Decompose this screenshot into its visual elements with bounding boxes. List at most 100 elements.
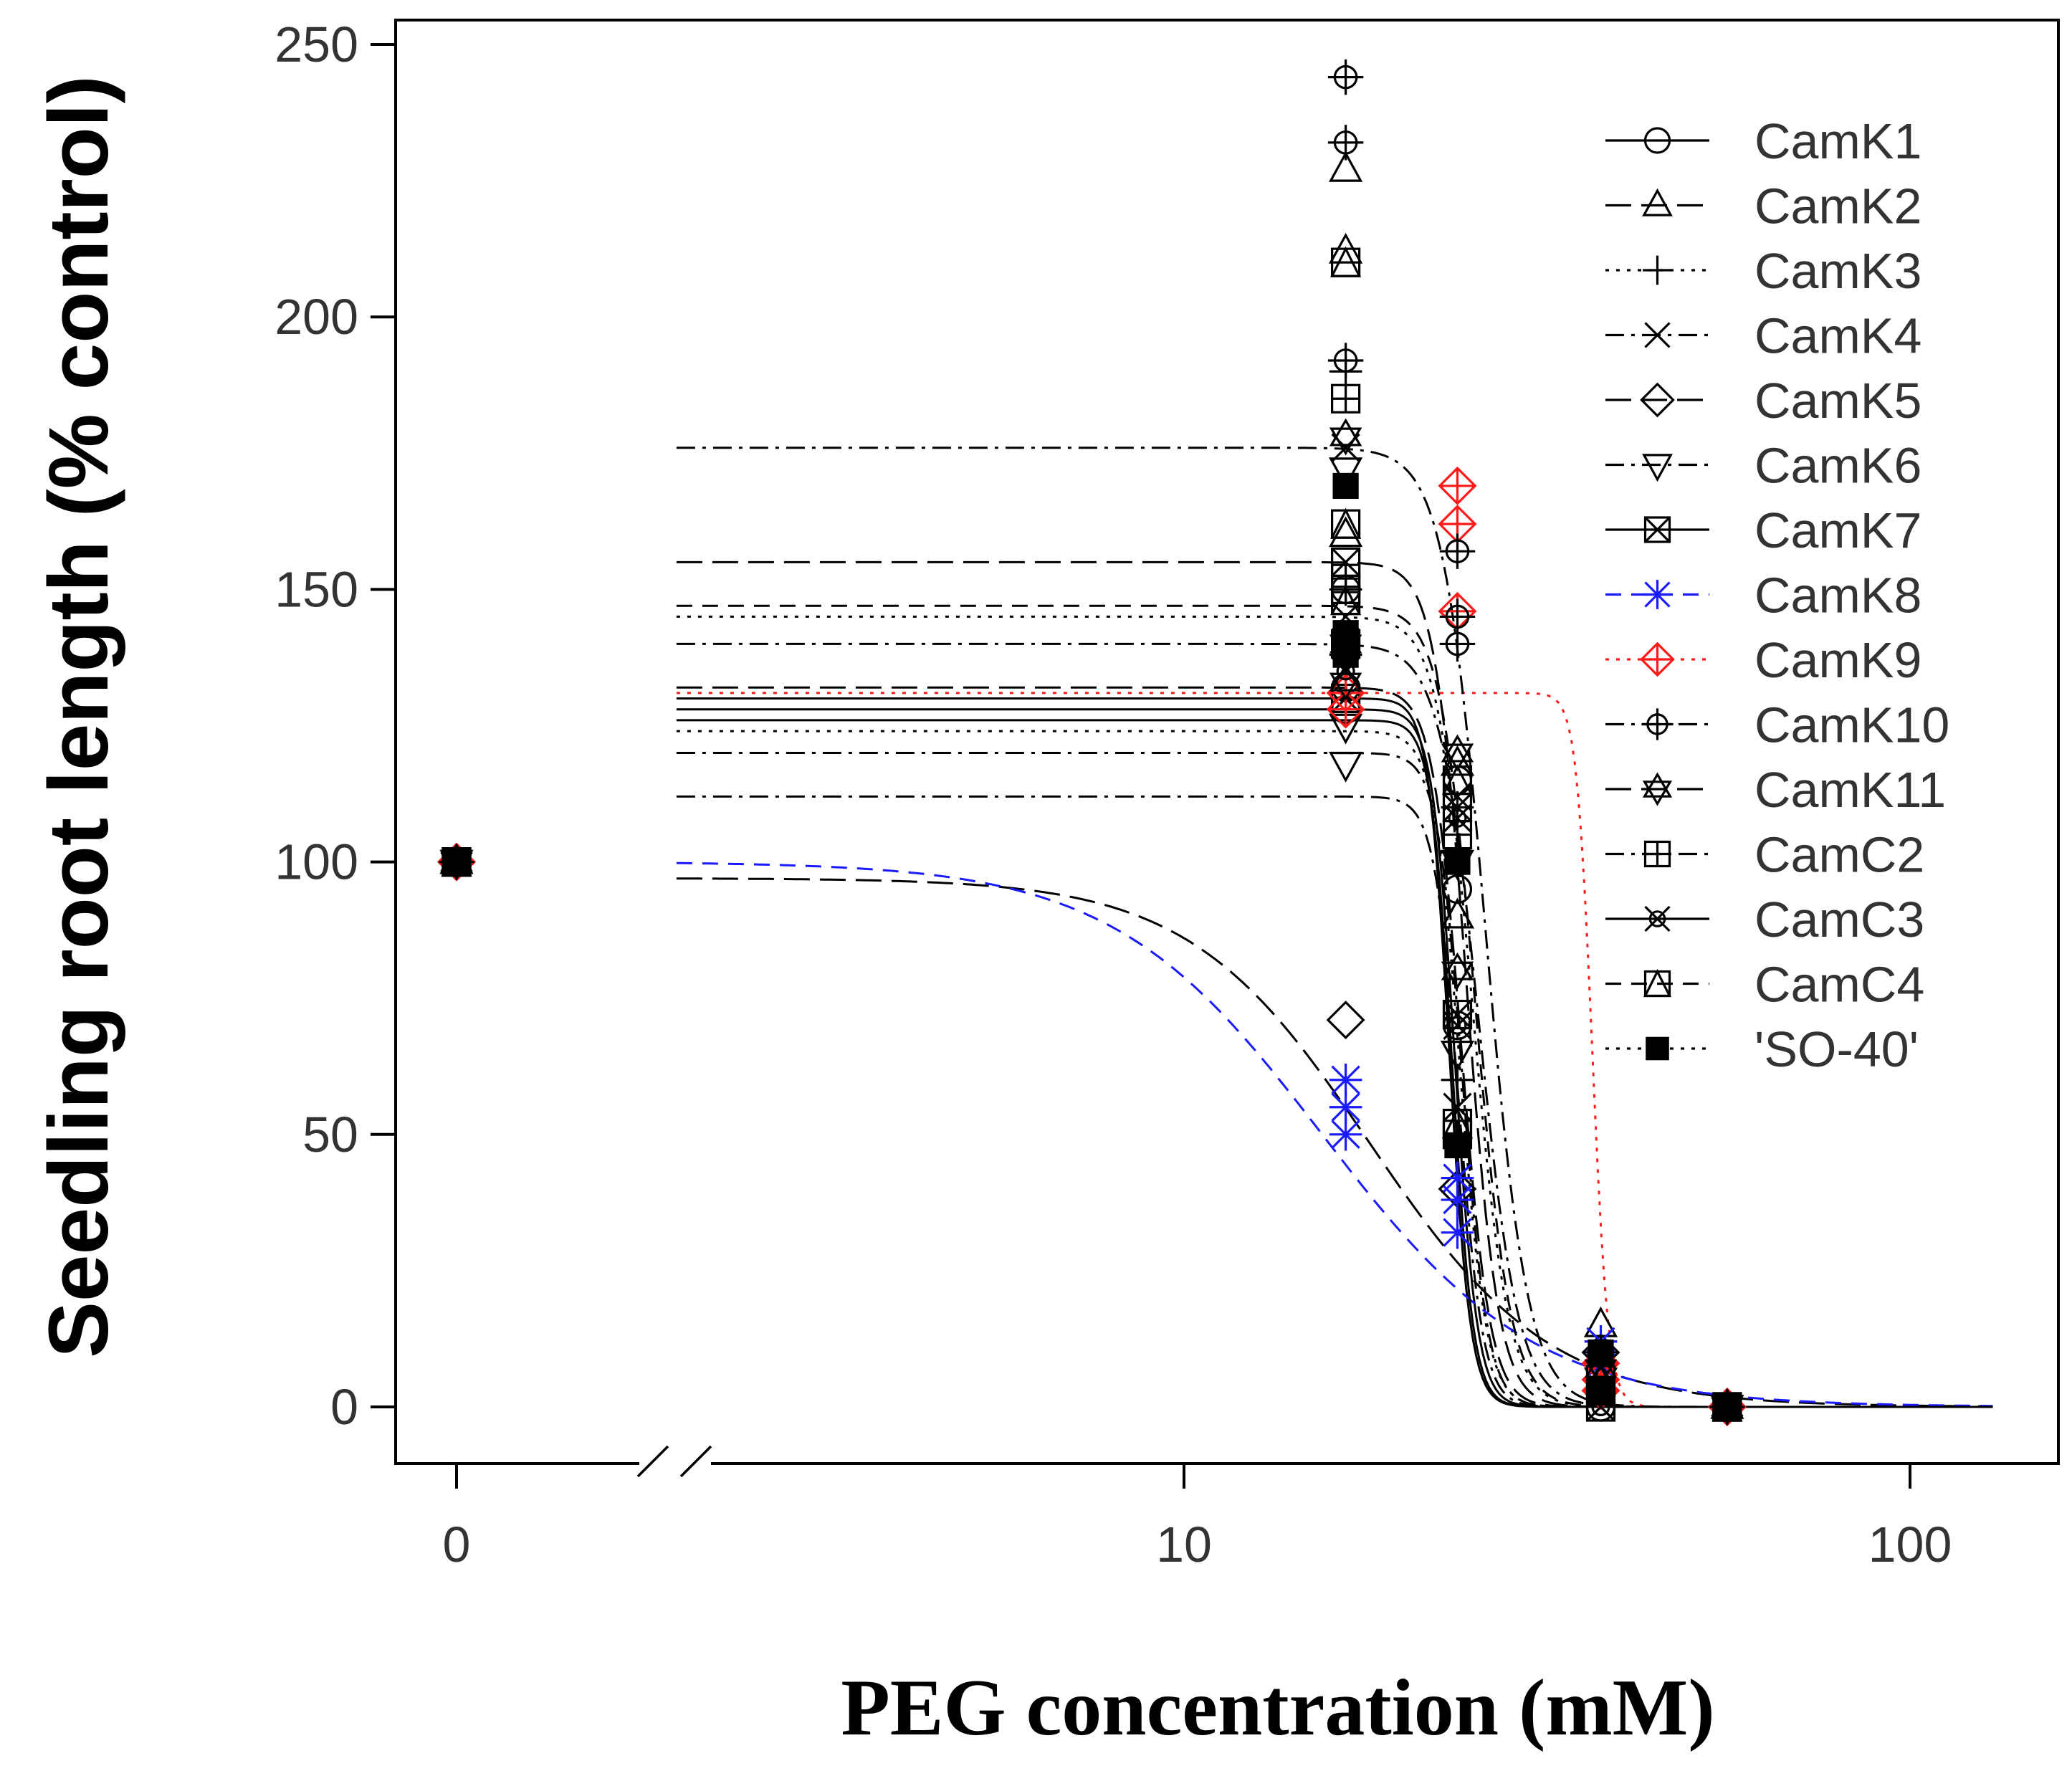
point-camc2 [1442, 819, 1473, 850]
legend-label: CamK10 [1754, 697, 1949, 753]
legend-marker [1642, 454, 1673, 482]
axes: 0 50 100 150 200 250 0 10 100 [274, 16, 1952, 1572]
legend-label: CamK4 [1754, 308, 1921, 364]
curve-camk10 [676, 447, 1993, 1408]
legend-marker [1642, 772, 1673, 806]
legend-label: CamC4 [1754, 957, 1924, 1013]
legend-marker [1646, 1036, 1669, 1061]
point-camk11 [1329, 418, 1362, 456]
point-camk6 [1329, 457, 1363, 489]
point-camk8 [1441, 1183, 1474, 1216]
point-camc4 [1330, 246, 1362, 277]
legend-marker [1642, 188, 1673, 216]
legend-label: CamK7 [1754, 502, 1921, 558]
y-tick-label: 200 [274, 289, 358, 345]
point-camk2 [1440, 897, 1475, 929]
curve-so-40 [676, 730, 1993, 1408]
y-axis-label: Seedling root length (% control) [32, 75, 126, 1358]
y-tick-label: 50 [302, 1107, 358, 1163]
legend-marker [1643, 127, 1671, 154]
plot-frame [394, 19, 2060, 1465]
point-so-40 [1332, 620, 1359, 646]
point-camk4 [1443, 1092, 1472, 1122]
point-so-40 [1444, 849, 1471, 875]
y-tick-label: 100 [274, 834, 358, 890]
point-camk10 [1327, 59, 1364, 95]
point-camk4 [1443, 782, 1472, 811]
point-camk2 [1329, 516, 1363, 548]
point-camk8 [1441, 1216, 1474, 1249]
data-points [437, 59, 1747, 1426]
point-camk5 [1326, 1001, 1365, 1040]
point-camc4 [1441, 763, 1474, 796]
x-tick-label: 0 [443, 1517, 471, 1572]
legend-marker [1644, 905, 1671, 932]
point-so-40 [1444, 1132, 1471, 1159]
curve-camk3 [676, 615, 1993, 1408]
point-camk8 [1329, 1063, 1362, 1097]
x-axis-label: PEG concentration (mM) [841, 1663, 1714, 1752]
point-camk8 [1329, 1118, 1362, 1151]
legend-label: CamK8 [1754, 568, 1921, 624]
point-camk10 [1327, 343, 1364, 378]
y-tick-label: 250 [274, 16, 358, 72]
axis-break-mark [679, 1445, 712, 1478]
point-camk10 [1439, 533, 1476, 569]
curve-camc2 [676, 795, 1993, 1408]
y-tick-label: 0 [330, 1379, 358, 1435]
point-so-40 [1588, 1339, 1614, 1366]
curve-camk8 [676, 861, 1993, 1408]
legend-label: CamK11 [1754, 762, 1946, 818]
axis-break-mark [636, 1445, 669, 1478]
point-so-40 [443, 849, 470, 875]
legend-item-camk11: CamK11 [1605, 762, 1946, 818]
point-so-40 [1332, 472, 1359, 500]
legend-item-so-40: 'SO-40' [1605, 1021, 1919, 1077]
x-tick-label: 100 [1868, 1517, 1952, 1572]
legend-marker [1643, 255, 1672, 285]
legend-item-camk5: CamK5 [1605, 373, 1921, 429]
legend-label: CamK2 [1754, 178, 1921, 234]
legend-item-camk8: CamK8 [1605, 568, 1921, 624]
legend-item-camk10: CamK10 [1605, 697, 1949, 753]
legend-item-camk4: CamK4 [1605, 308, 1921, 364]
legend-marker [1643, 516, 1671, 543]
point-camc3 [1443, 1011, 1472, 1040]
legend-label: CamK6 [1754, 438, 1921, 494]
legend-item-camc3: CamC3 [1605, 892, 1924, 947]
legend: CamK1 CamK2 CamK3 CamK4 CamK5 CamK6 CamK7 CamK8… [1605, 113, 1949, 1077]
legend-label: CamK5 [1754, 373, 1921, 429]
point-camk10 [1439, 626, 1476, 662]
legend-label: CamK1 [1754, 113, 1921, 169]
legend-label: CamC3 [1754, 892, 1924, 947]
legend-marker [1644, 322, 1671, 348]
point-camk9 [1438, 466, 1477, 505]
legend-marker [1643, 580, 1672, 609]
point-camc4 [1330, 584, 1362, 616]
legend-marker [1643, 968, 1672, 998]
point-camk6 [1440, 1040, 1475, 1071]
point-camc2 [1331, 383, 1361, 414]
legend-item-camk3: CamK3 [1605, 243, 1921, 299]
point-camk2 [1329, 151, 1363, 182]
legend-marker [1640, 382, 1675, 418]
legend-item-camk7: CamK7 [1605, 502, 1921, 558]
point-camk1 [1442, 874, 1473, 904]
legend-marker [1641, 708, 1674, 740]
legend-label: CamK9 [1754, 632, 1921, 688]
legend-item-camc4: CamC4 [1605, 957, 1924, 1013]
legend-marker [1643, 840, 1671, 868]
point-camc4 [1330, 507, 1362, 539]
legend-item-camk9: CamK9 [1605, 632, 1921, 688]
point-camk11 [1441, 952, 1474, 990]
y-tick-label: 150 [274, 561, 358, 617]
legend-marker [1640, 641, 1675, 677]
point-so-40 [1714, 1393, 1741, 1421]
legend-item-camk1: CamK1 [1605, 113, 1921, 169]
point-camk8 [1329, 1090, 1362, 1124]
point-camk10 [1327, 125, 1364, 161]
legend-label: CamK3 [1754, 243, 1921, 299]
point-camc3 [1443, 803, 1472, 833]
legend-label: 'SO-40' [1754, 1021, 1919, 1077]
